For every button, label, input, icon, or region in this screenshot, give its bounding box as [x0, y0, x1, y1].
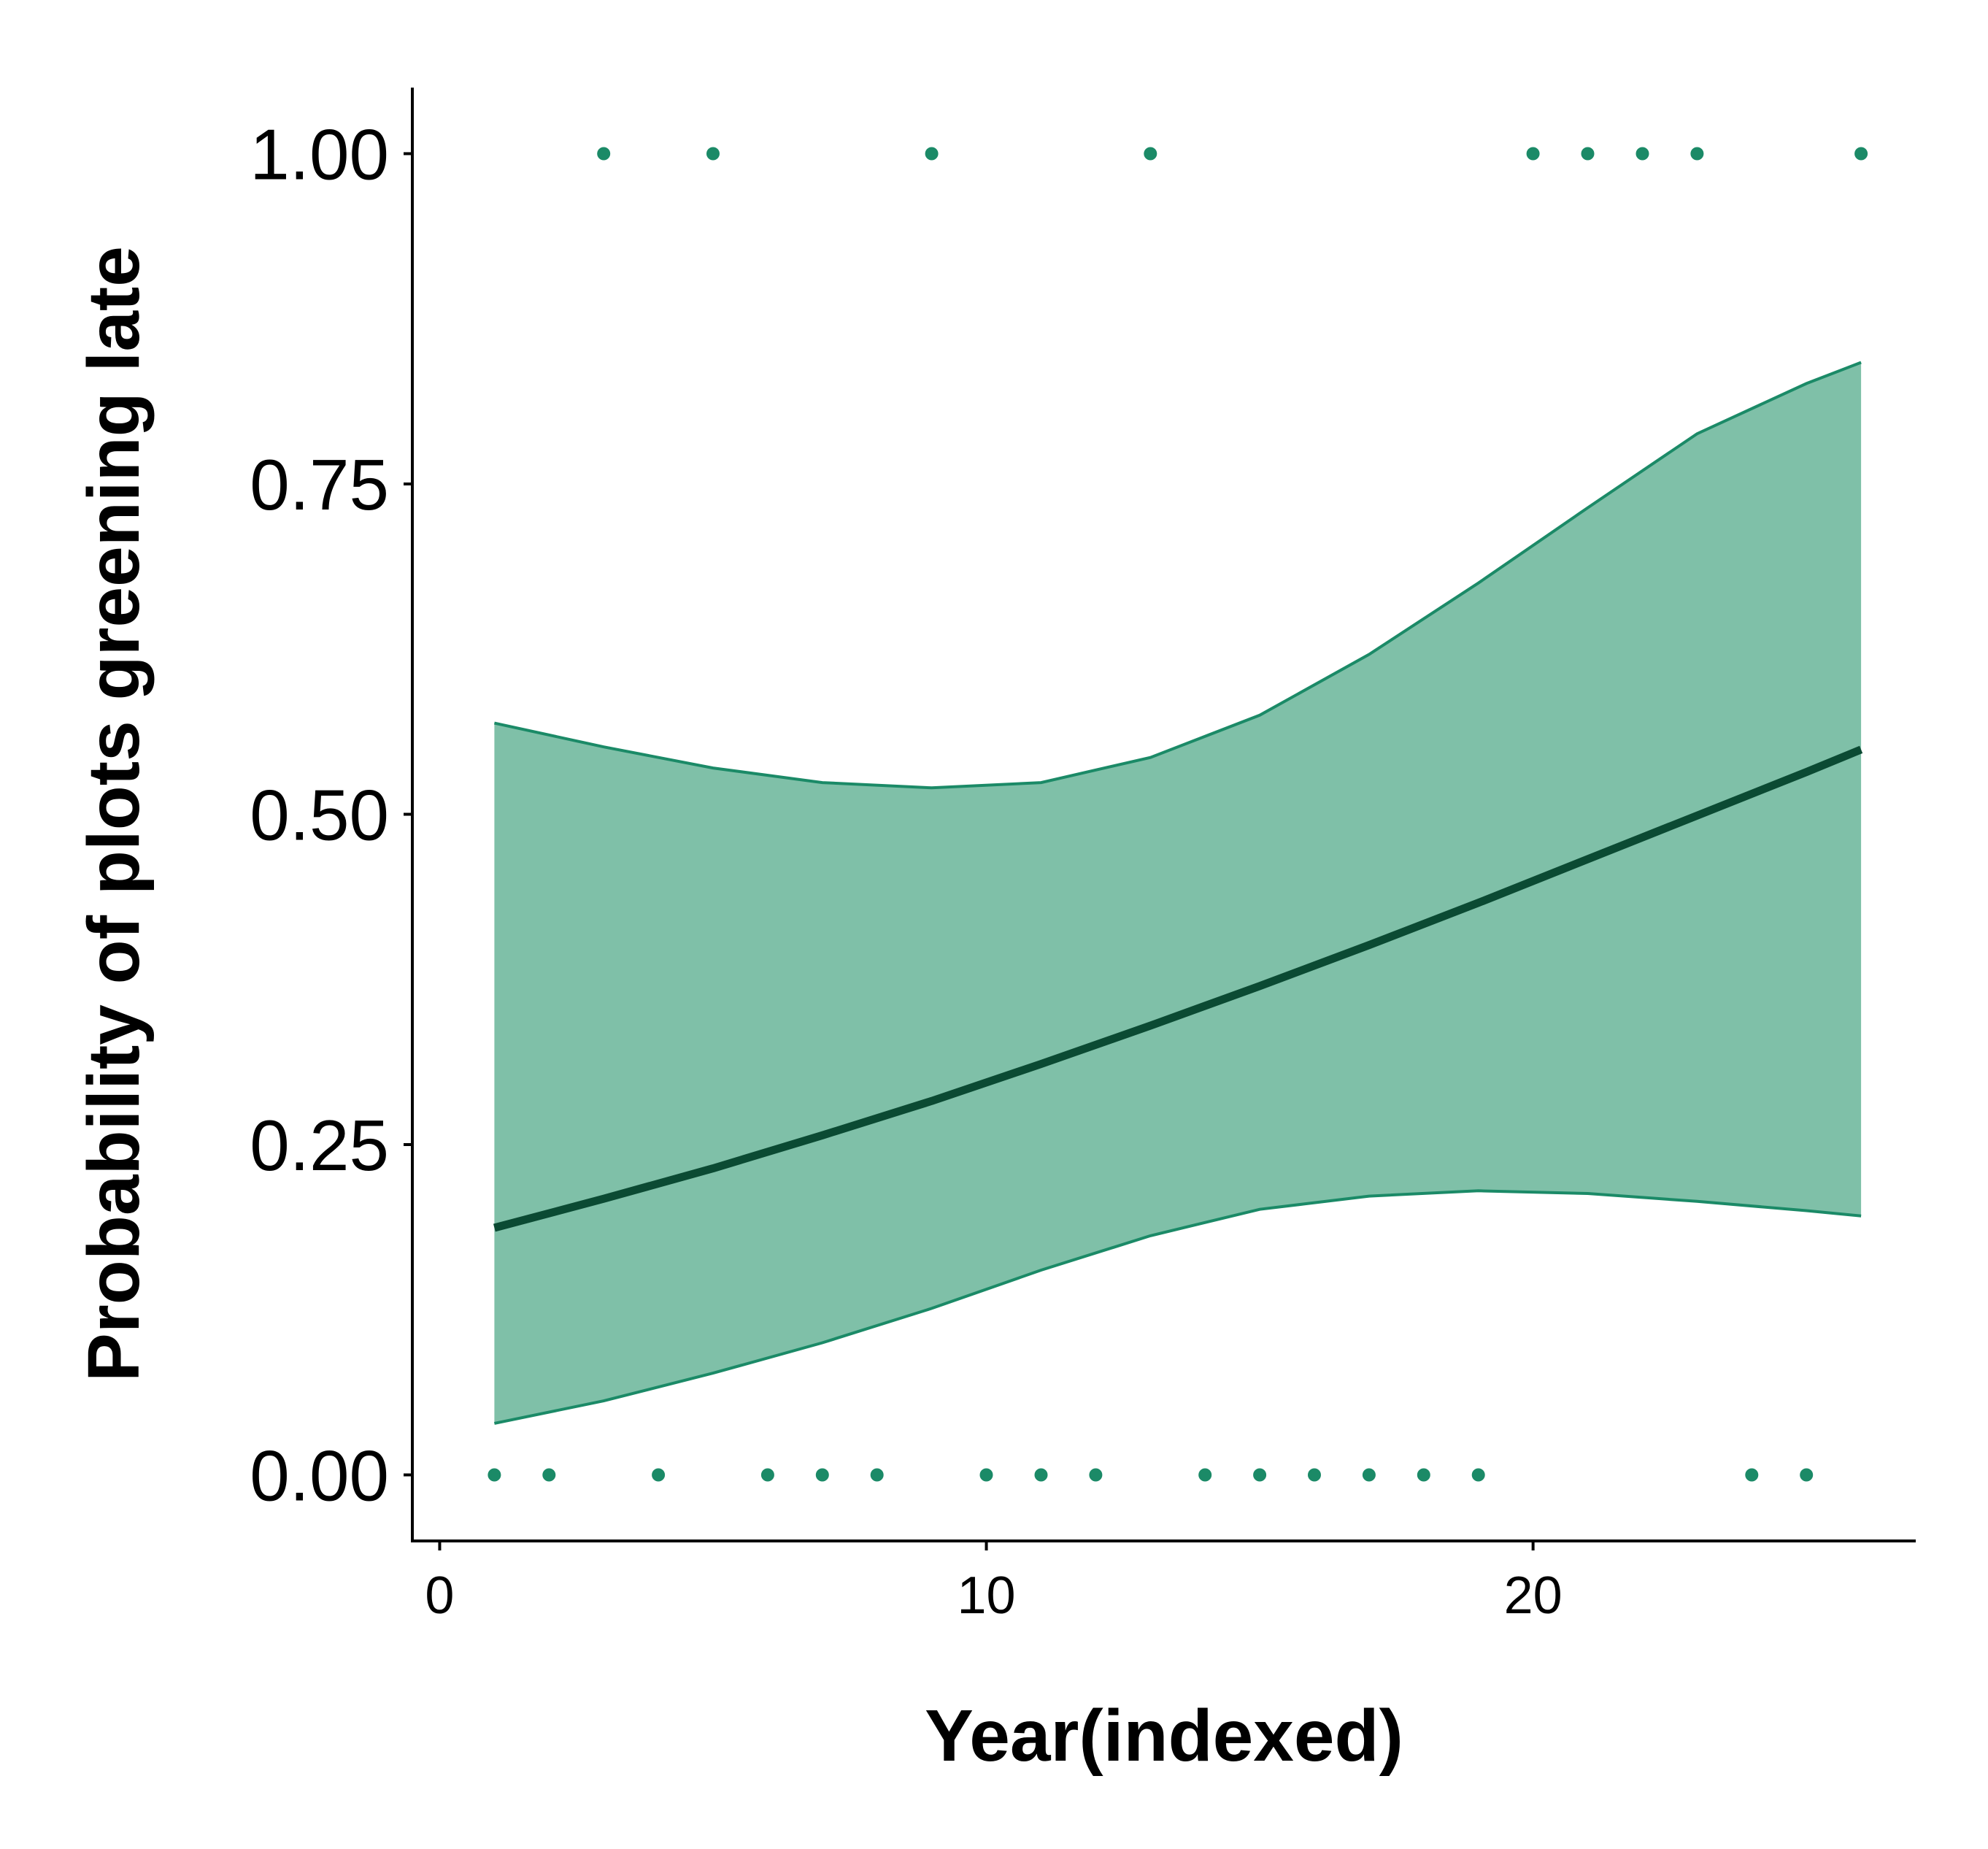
x-tick-label: 20	[1504, 1567, 1563, 1625]
confidence-band	[494, 362, 1862, 1423]
data-point	[1471, 1468, 1485, 1482]
data-point	[1526, 147, 1540, 161]
confidence-upper-line	[493, 361, 1862, 790]
data-point	[1089, 1468, 1103, 1482]
data-point	[1417, 1468, 1430, 1482]
data-point	[760, 1468, 774, 1482]
x-tick-label: 10	[957, 1567, 1015, 1625]
data-point	[1854, 147, 1868, 161]
data-point	[597, 147, 611, 161]
data-point	[488, 1468, 501, 1482]
x-axis-title: Year(indexed)	[925, 1695, 1403, 1777]
data-point	[1745, 1468, 1759, 1482]
data-point	[1034, 1468, 1048, 1482]
data-point	[1253, 1468, 1267, 1482]
tick-labels: 0.00 0.25 0.50 0.75 1.00 0 10 20	[250, 115, 1562, 1626]
y-axis-title: Probability of plots greening late	[73, 246, 155, 1382]
data-point	[1581, 147, 1595, 161]
data-point	[979, 1468, 993, 1482]
data-point	[1636, 147, 1649, 161]
data-point	[1198, 1468, 1212, 1482]
data-point	[925, 147, 939, 161]
data-point	[1144, 147, 1157, 161]
y-tick-label: 1.00	[250, 115, 389, 195]
data-point	[1690, 147, 1704, 161]
data-point	[1308, 1468, 1321, 1482]
data-point	[542, 1468, 556, 1482]
fit-line	[493, 745, 1863, 1232]
data-point	[706, 147, 720, 161]
y-tick-label: 0.25	[250, 1105, 389, 1185]
confidence-lower-line	[493, 1189, 1862, 1425]
data-point	[870, 1468, 884, 1482]
y-tick-label: 0.75	[250, 445, 389, 525]
y-tick-label: 0.00	[250, 1436, 389, 1516]
data-point	[652, 1468, 666, 1482]
plot-area	[488, 147, 1868, 1482]
data-point	[815, 1468, 829, 1482]
x-tick-label: 0	[425, 1567, 454, 1625]
data-point	[1800, 1468, 1814, 1482]
data-point	[1362, 1468, 1376, 1482]
y-tick-label: 0.50	[250, 775, 389, 856]
